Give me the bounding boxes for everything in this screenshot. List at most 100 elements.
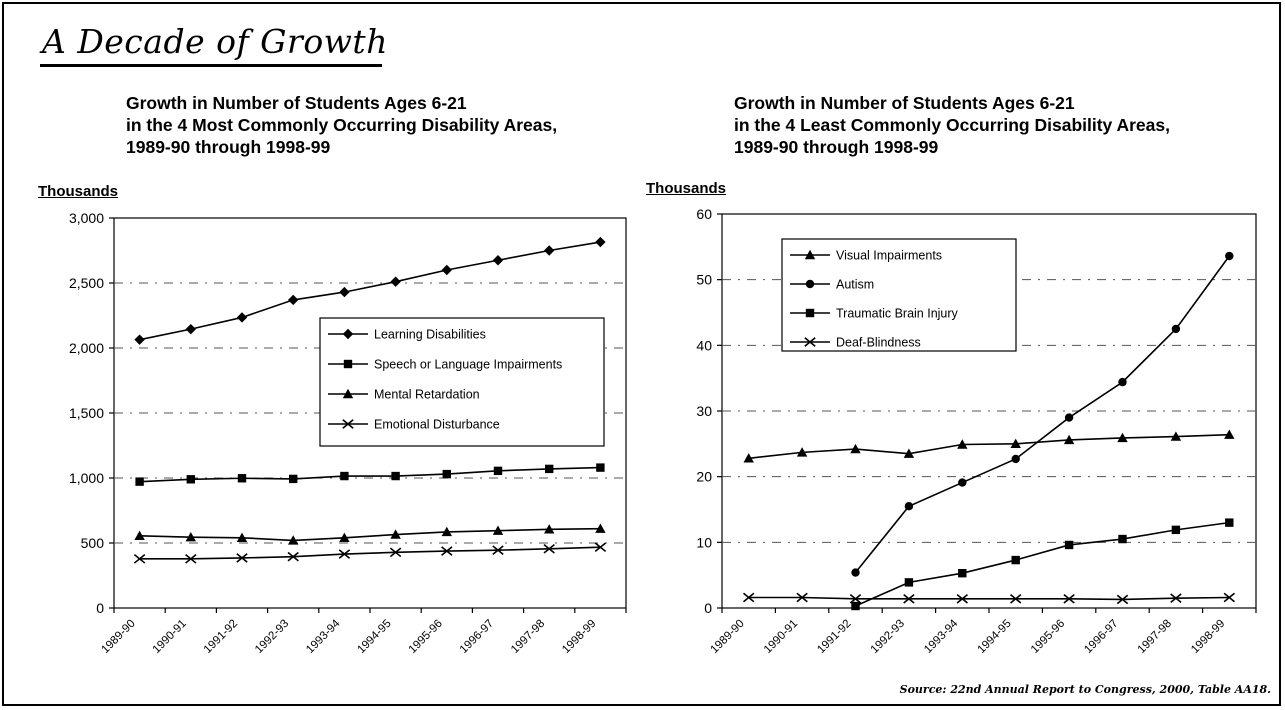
chart-2-series-3-line bbox=[855, 521, 1230, 607]
chart-1-series-3-point bbox=[288, 535, 299, 545]
chart-1-series-1-point bbox=[236, 312, 248, 323]
chart-1-series-4-point bbox=[185, 554, 197, 564]
chart-2-series-1-point bbox=[1224, 429, 1235, 439]
chart-1-y-tick-label: 3,000 bbox=[69, 210, 104, 226]
chart-2-series-2-point bbox=[1171, 324, 1181, 334]
chart-1-series-4-point bbox=[287, 551, 299, 562]
chart-2-x-tick-label: 1993-94 bbox=[922, 617, 961, 656]
chart-1-series-1-point bbox=[134, 334, 145, 345]
chart-1-series-3-point bbox=[492, 525, 504, 535]
chart-2-y-tick-label: 0 bbox=[704, 600, 712, 616]
chart-1-x-tick-label: 1996-97 bbox=[458, 618, 496, 656]
chart-1-series-4-point bbox=[492, 545, 504, 555]
chart-1-series-3-point bbox=[134, 530, 145, 541]
chart-1-series-4-point bbox=[543, 544, 555, 554]
chart-1-series-1-point bbox=[390, 276, 401, 287]
chart-1-y-tick-label: 500 bbox=[81, 535, 105, 551]
chart-2-x-tick-label: 1995-96 bbox=[1029, 618, 1067, 656]
chart-1-series-1-point bbox=[185, 323, 196, 335]
chart-2-x-tick-label: 1992-93 bbox=[869, 618, 907, 656]
chart-1-legend-label: Emotional Disturbance bbox=[374, 418, 500, 432]
title-underline bbox=[40, 64, 382, 67]
chart-1-series-2-point bbox=[391, 471, 400, 481]
chart-2-series-1-point bbox=[850, 443, 861, 454]
chart-2-series-1-point bbox=[1063, 434, 1075, 445]
chart-1-series-3-point bbox=[390, 529, 401, 539]
chart-2-legend-label: Visual Impairments bbox=[836, 249, 942, 263]
chart-1-x-tick-label: 1998-99 bbox=[560, 618, 598, 656]
chart-1-legend-label: Mental Retardation bbox=[374, 388, 480, 402]
chart-2-y-tick-label: 20 bbox=[696, 469, 712, 485]
chart-1-legend-swatch-marker bbox=[343, 359, 353, 369]
chart-1-series-1-point bbox=[492, 255, 504, 266]
chart-1-y-tick-label: 1,500 bbox=[69, 405, 104, 421]
chart-2-series-2-point bbox=[1064, 413, 1074, 422]
chart-1-series-1-point bbox=[339, 286, 350, 298]
chart-2-series-4-point bbox=[1170, 593, 1182, 603]
chart-2-series-3-point bbox=[851, 601, 860, 611]
chart-2-series-1-point bbox=[796, 447, 808, 457]
chart-1-y-tick-label: 0 bbox=[96, 600, 104, 616]
chart-2-series-2-point bbox=[1118, 377, 1127, 387]
chart-1-series-2-point bbox=[186, 475, 195, 484]
chart-1-x-tick-label: 1997-98 bbox=[509, 618, 547, 656]
chart-2-series-4-point bbox=[956, 593, 969, 604]
chart-1-legend-label: Learning Disabilities bbox=[374, 328, 486, 342]
chart-2-x-tick-label: 1997-98 bbox=[1136, 618, 1174, 656]
chart-2-series-4-point bbox=[796, 592, 808, 603]
chart-1-x-tick-label: 1995-96 bbox=[407, 618, 445, 656]
chart-2-y-tick-label: 60 bbox=[696, 206, 712, 222]
chart-2-series-1-point bbox=[1010, 438, 1021, 449]
chart-2-series-2-point bbox=[904, 502, 914, 511]
chart-1-title: Growth in Number of Students Ages 6-21 i… bbox=[126, 92, 557, 158]
chart-2-series-4-point bbox=[742, 592, 755, 603]
chart-2-series-1-point bbox=[903, 448, 915, 458]
chart-2-series-4-point bbox=[1223, 592, 1236, 603]
chart-2-series-3-point bbox=[1011, 555, 1020, 565]
chart-2-series-1-line bbox=[748, 433, 1230, 460]
chart-1-series-2-point bbox=[493, 466, 503, 476]
chart-1-series-2-point bbox=[289, 474, 298, 484]
chart-1-y-tick-label: 2,500 bbox=[69, 275, 104, 291]
chart-2-title: Growth in Number of Students Ages 6-21 i… bbox=[734, 92, 1170, 158]
chart-1-series-2-point bbox=[596, 463, 605, 472]
chart-2-series-4-point bbox=[1116, 594, 1129, 605]
chart-2-series-3-point bbox=[958, 568, 967, 578]
chart-1-x-tick-label: 1994-95 bbox=[355, 618, 393, 656]
chart-2-series-2-line bbox=[854, 255, 1230, 574]
source-note: Source: 22nd Annual Report to Congress, … bbox=[899, 683, 1271, 696]
page-title: A Decade of Growth bbox=[42, 22, 388, 61]
chart-2-series-1-point bbox=[957, 439, 968, 449]
chart-2-legend-label: Traumatic Brain Injury bbox=[836, 307, 959, 321]
chart-2-x-tick-label: 1994-95 bbox=[975, 618, 1013, 656]
chart-2-x-tick-label: 1998-99 bbox=[1189, 618, 1227, 656]
chart-1-series-4-point bbox=[133, 554, 146, 564]
chart-1-y-tick-label: 1,000 bbox=[69, 470, 104, 486]
chart-1-series-4-point bbox=[441, 546, 453, 556]
chart-1-series-1-point bbox=[595, 236, 606, 248]
chart-2-title-line-3: 1989-90 through 1998-99 bbox=[734, 137, 939, 157]
chart-2-x-tick-label: 1989-90 bbox=[708, 618, 746, 656]
chart-2-series-3-point bbox=[1225, 518, 1234, 527]
chart-1-series-1-point bbox=[544, 245, 555, 256]
chart-2-series-2-point bbox=[958, 478, 967, 487]
chart-1-x-tick-label: 1993-94 bbox=[304, 617, 343, 656]
chart-2-series-4-line bbox=[748, 596, 1230, 601]
chart-1-legend-label: Speech or Language Impairments bbox=[374, 358, 562, 372]
chart-1-x-tick-label: 1991-92 bbox=[202, 618, 240, 656]
chart-1-series-2-point bbox=[545, 464, 554, 474]
chart-1-x-tick-label: 1989-90 bbox=[99, 618, 137, 656]
chart-2-series-1-point bbox=[1170, 431, 1182, 441]
chart-2-series-3-point bbox=[1171, 525, 1181, 535]
chart-2-x-tick-label: 1996-97 bbox=[1082, 618, 1120, 656]
chart-2-legend-swatch-marker bbox=[805, 308, 815, 318]
chart-1-series-2-point bbox=[237, 474, 247, 483]
chart-1-series-2-point bbox=[135, 477, 144, 486]
chart-2-series-4-point bbox=[1063, 593, 1075, 604]
chart-1-series-3-point bbox=[441, 526, 452, 537]
chart-2-y-tick-label: 30 bbox=[696, 403, 712, 419]
chart-1-series-1-line bbox=[139, 241, 601, 341]
chart-1-title-line-1: Growth in Number of Students Ages 6-21 bbox=[126, 93, 467, 113]
chart-2-title-line-2: in the 4 Least Commonly Occurring Disabi… bbox=[734, 115, 1170, 135]
